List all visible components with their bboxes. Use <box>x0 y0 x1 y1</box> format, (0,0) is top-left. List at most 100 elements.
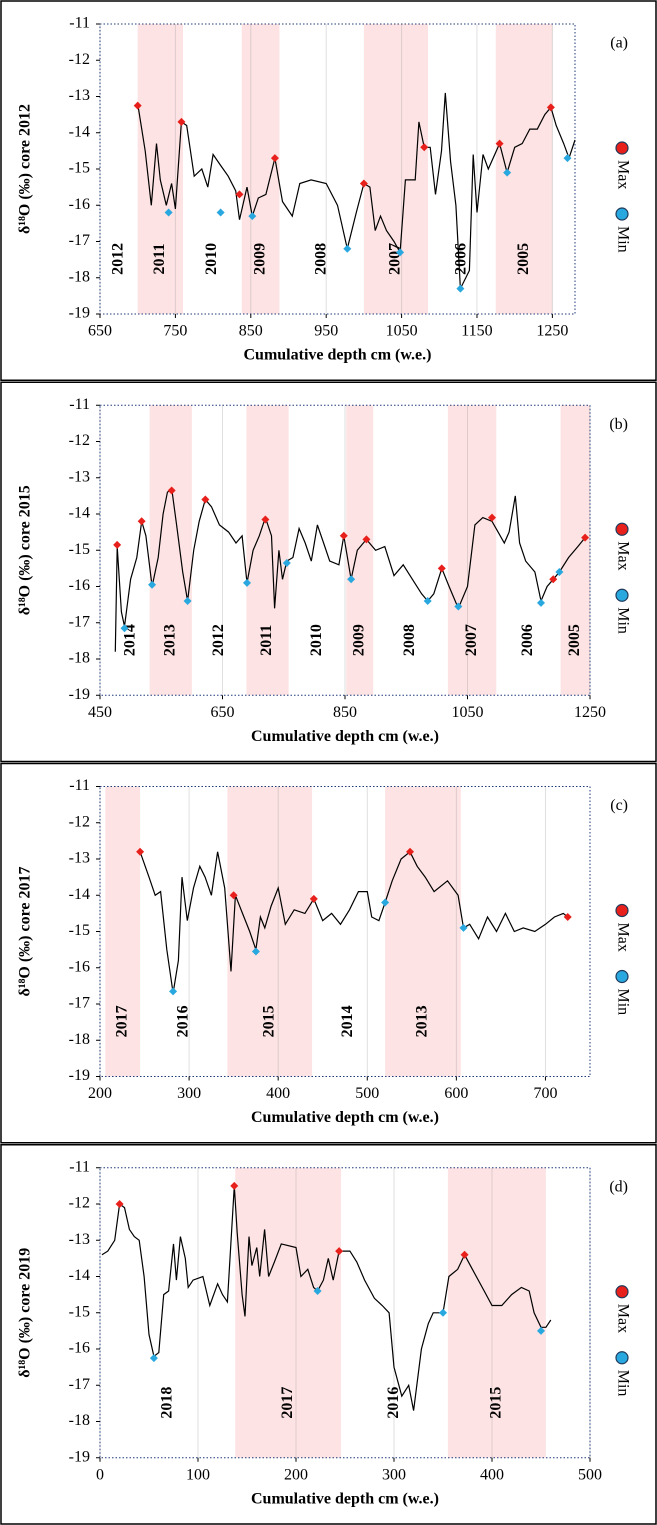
year-label: 2013 <box>414 1005 431 1037</box>
year-span <box>227 786 313 1077</box>
panel-border <box>0 0 657 381</box>
y-tick-label: -18 <box>69 1412 90 1429</box>
legend-label: Min <box>614 989 631 1016</box>
marker-max <box>235 190 244 199</box>
legend-marker <box>615 903 629 918</box>
year-label: 2017 <box>279 1387 296 1419</box>
x-tick-label: 850 <box>333 704 357 721</box>
y-tick-label: -11 <box>69 777 90 794</box>
x-tick-label: 850 <box>239 323 263 340</box>
x-tick-label: 500 <box>355 1085 379 1102</box>
legend-label: Min <box>614 226 631 253</box>
x-tick-label: 200 <box>88 1085 112 1102</box>
x-tick-label: 1250 <box>574 704 606 721</box>
panel-border <box>0 381 657 763</box>
year-label: 2018 <box>158 1387 175 1419</box>
marker-min <box>164 208 173 217</box>
marker-max <box>177 117 186 126</box>
y-tick-label: -15 <box>69 160 90 177</box>
marker-min <box>243 578 251 587</box>
marker-min <box>439 1308 447 1317</box>
y-tick-label: -18 <box>69 1031 90 1048</box>
marker-max <box>113 540 122 549</box>
marker-max <box>229 891 238 900</box>
y-tick-label: -11 <box>69 1158 90 1175</box>
y-tick-label: -19 <box>69 1448 90 1465</box>
y-tick-label: -17 <box>69 232 90 249</box>
marker-min <box>563 154 572 163</box>
marker-max <box>460 1250 469 1259</box>
marker-min <box>216 208 225 217</box>
legend-marker <box>615 969 629 984</box>
legend-marker <box>615 207 629 221</box>
year-label: 2005 <box>515 243 532 275</box>
marker-min <box>537 1326 545 1335</box>
marker-max <box>563 913 572 921</box>
marker-max <box>335 1247 344 1256</box>
marker-min <box>396 248 405 257</box>
x-axis-title: Cumulative depth cm (w.e.) <box>244 347 432 364</box>
x-axis-title: Cumulative depth cm (w.e.) <box>251 728 439 745</box>
marker-max <box>136 847 145 856</box>
marker-max <box>549 575 558 584</box>
plot-frame <box>99 23 576 315</box>
marker-min <box>537 598 545 607</box>
y-tick-label: -14 <box>69 123 90 140</box>
marker-min <box>248 212 257 221</box>
y-tick-label: -18 <box>69 268 90 285</box>
x-axis-title: Cumulative depth cm (w.e.) <box>251 1490 439 1507</box>
year-label: 2009 <box>251 243 268 275</box>
marker-max <box>230 1181 239 1190</box>
marker-min <box>423 597 432 605</box>
x-tick-label: 950 <box>314 323 338 340</box>
data-line <box>101 1185 552 1411</box>
y-tick-label: -19 <box>69 686 90 703</box>
y-tick-label: -15 <box>69 922 90 939</box>
year-span <box>235 1167 342 1458</box>
marker-min <box>503 168 512 177</box>
x-tick-label: 650 <box>211 704 235 721</box>
marker-max <box>362 535 371 544</box>
year-label: 2007 <box>387 243 404 275</box>
marker-min <box>456 284 465 293</box>
year-span <box>149 405 192 696</box>
marker-min <box>343 244 352 253</box>
data-line <box>139 850 569 994</box>
panel-border <box>0 1144 657 1525</box>
x-tick-label: 750 <box>163 323 187 340</box>
x-tick-label: 100 <box>186 1466 210 1483</box>
year-label: 2011 <box>258 625 275 656</box>
y-tick-label: -12 <box>69 1195 90 1212</box>
x-tick-label: 200 <box>284 1466 308 1483</box>
y-axis-title: δ¹⁸O (‰) core 2017 <box>17 866 34 996</box>
y-tick-label: -19 <box>69 305 90 322</box>
marker-max <box>133 101 142 110</box>
x-tick-label: 0 <box>96 1466 104 1483</box>
x-tick-label: 300 <box>382 1466 406 1483</box>
y-tick-label: -14 <box>69 1267 90 1284</box>
y-tick-label: -17 <box>69 613 90 630</box>
y-tick-label: -19 <box>69 1067 90 1084</box>
x-tick-label: 1250 <box>536 323 568 340</box>
y-tick-label: -14 <box>69 505 90 522</box>
y-axis-title: δ¹⁸O (‰) core 2012 <box>17 104 34 234</box>
year-label: 2014 <box>339 1005 356 1037</box>
x-axis-title: Cumulative depth cm (w.e.) <box>251 1109 439 1126</box>
y-tick-label: -17 <box>69 995 90 1012</box>
year-span <box>241 24 280 314</box>
y-tick-label: -13 <box>69 1231 90 1248</box>
data-line <box>114 487 586 652</box>
year-label: 2005 <box>566 624 583 656</box>
marker-max <box>546 103 555 112</box>
marker-min <box>555 568 564 576</box>
legend-label: Min <box>614 1370 631 1397</box>
x-tick-label: 1050 <box>452 704 484 721</box>
panel-label: (d) <box>609 1178 628 1195</box>
x-tick-label: 500 <box>578 1466 602 1483</box>
y-tick-label: -11 <box>69 396 90 413</box>
year-label: 2016 <box>174 1005 191 1037</box>
year-label: 2016 <box>385 1387 402 1419</box>
marker-max <box>339 531 348 540</box>
marker-max <box>261 515 270 524</box>
